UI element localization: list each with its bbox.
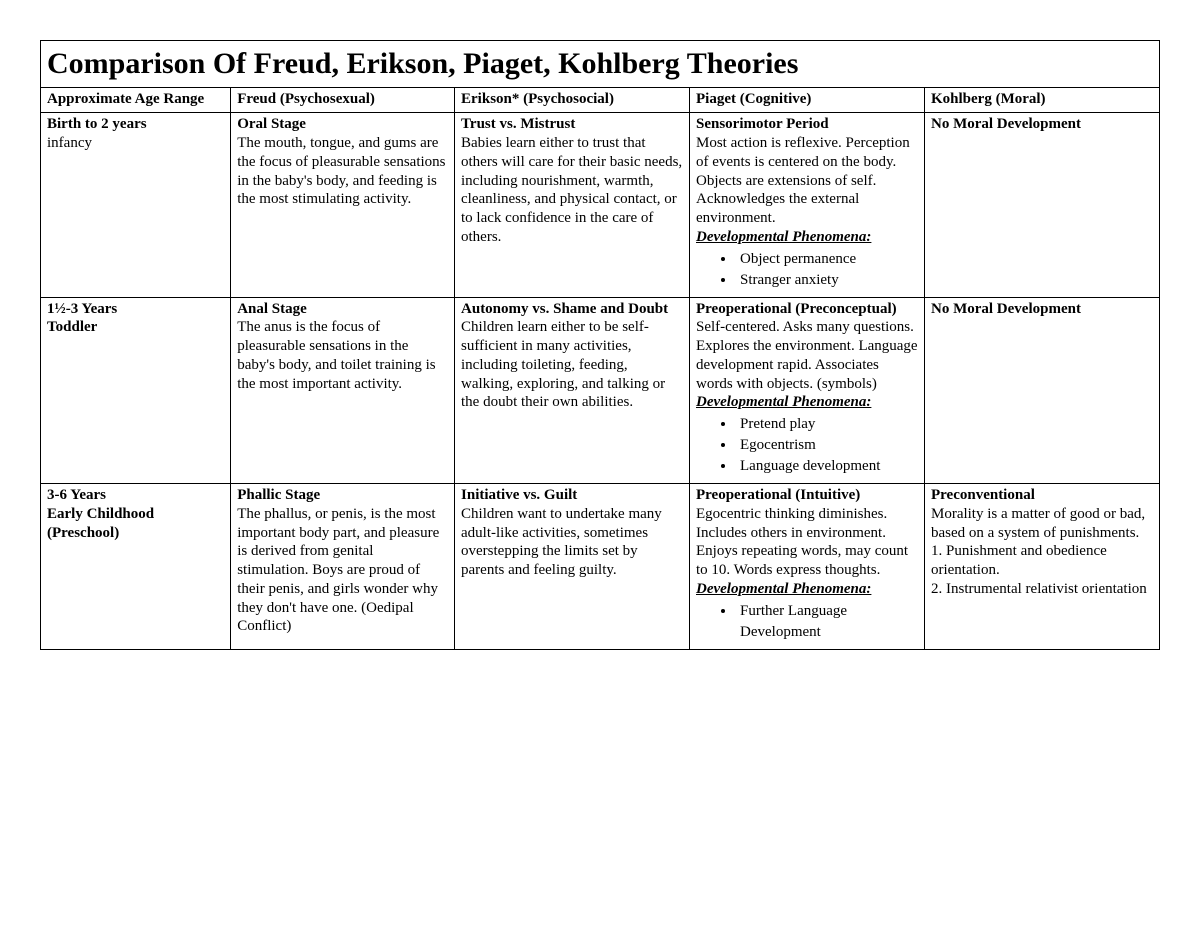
column-header-kohlberg: Kohlberg (Moral)	[924, 87, 1159, 113]
phenomena-item: Stranger anxiety	[736, 270, 918, 291]
stage-body: Children learn either to be self-suffici…	[461, 319, 665, 410]
stage-title: Preoperational (Intuitive)	[696, 487, 860, 503]
age-line2: Early Childhood (Preschool)	[47, 506, 154, 541]
comparison-table: Comparison Of Freud, Erikson, Piaget, Ko…	[40, 40, 1160, 650]
stage-body: The phallus, or penis, is the most impor…	[237, 506, 439, 635]
stage-body: 2. Instrumental relativist orientation	[931, 581, 1147, 597]
age-cell: 1½-3 Years Toddler	[41, 297, 231, 484]
phenomena-item: Egocentrism	[736, 435, 918, 456]
age-line1: Birth to 2 years	[47, 116, 147, 132]
stage-title: Preconventional	[931, 487, 1035, 503]
stage-body: Babies learn either to trust that others…	[461, 135, 682, 245]
stage-title: No Moral Development	[931, 301, 1081, 317]
stage-body: Morality is a matter of good or bad, bas…	[931, 506, 1145, 541]
age-line2: Toddler	[47, 319, 97, 335]
erikson-cell: Trust vs. Mistrust Babies learn either to…	[455, 113, 690, 297]
kohlberg-cell: Preconventional Morality is a matter of g…	[924, 484, 1159, 650]
age-line1: 3-6 Years	[47, 487, 106, 503]
age-cell: 3-6 Years Early Childhood (Preschool)	[41, 484, 231, 650]
erikson-cell: Autonomy vs. Shame and Doubt Children lea…	[455, 297, 690, 484]
stage-title: Oral Stage	[237, 116, 306, 132]
stage-body: The anus is the focus of pleasurable sen…	[237, 319, 435, 391]
stage-body: Children want to undertake many adult-li…	[461, 506, 662, 578]
stage-title: Anal Stage	[237, 301, 307, 317]
table-row: Birth to 2 years infancy Oral Stage The mou…	[41, 113, 1160, 297]
age-line2: infancy	[47, 135, 92, 151]
piaget-cell: Preoperational (Intuitive) Egocentric thi…	[690, 484, 925, 650]
freud-cell: Phallic Stage The phallus, or penis, is t…	[231, 484, 455, 650]
stage-body: Self-centered. Asks many questions. Expl…	[696, 319, 918, 391]
stage-title: Preoperational (Preconceptual)	[696, 301, 897, 317]
phenomena-label: Developmental Phenomena:	[696, 581, 871, 597]
column-header-piaget: Piaget (Cognitive)	[690, 87, 925, 113]
stage-body: 1. Punishment and obedience orientation.	[931, 543, 1107, 578]
column-header-age: Approximate Age Range	[41, 87, 231, 113]
stage-body: Egocentric thinking diminishes. Includes…	[696, 506, 908, 578]
column-header-freud: Freud (Psychosexual)	[231, 87, 455, 113]
stage-title: Autonomy vs. Shame and Doubt	[461, 301, 668, 317]
stage-title: No Moral Development	[931, 116, 1081, 132]
column-header-erikson: Erikson* (Psychosocial)	[455, 87, 690, 113]
piaget-cell: Sensorimotor Period Most action is reflex…	[690, 113, 925, 297]
kohlberg-cell: No Moral Development	[924, 297, 1159, 484]
stage-title: Phallic Stage	[237, 487, 320, 503]
kohlberg-cell: No Moral Development	[924, 113, 1159, 297]
stage-body: The mouth, tongue, and gums are the focu…	[237, 135, 445, 207]
age-line1: 1½-3 Years	[47, 301, 117, 317]
piaget-cell: Preoperational (Preconceptual) Self-cente…	[690, 297, 925, 484]
phenomena-label: Developmental Phenomena:	[696, 394, 871, 410]
phenomena-list: Object permanenceStranger anxiety	[696, 249, 918, 291]
phenomena-item: Object permanence	[736, 249, 918, 270]
erikson-cell: Initiative vs. Guilt Children want to und…	[455, 484, 690, 650]
phenomena-item: Language development	[736, 456, 918, 477]
title-row: Comparison Of Freud, Erikson, Piaget, Ko…	[41, 41, 1160, 88]
phenomena-item: Further Language Development	[736, 601, 918, 643]
phenomena-list: Further Language Development	[696, 601, 918, 643]
phenomena-list: Pretend playEgocentrismLanguage developm…	[696, 414, 918, 477]
table-row: 3-6 Years Early Childhood (Preschool) Phal…	[41, 484, 1160, 650]
header-row: Approximate Age RangeFreud (Psychosexual…	[41, 87, 1160, 113]
table-row: 1½-3 Years Toddler Anal Stage The anus is t…	[41, 297, 1160, 484]
document-title: Comparison Of Freud, Erikson, Piaget, Ko…	[41, 41, 1160, 88]
freud-cell: Anal Stage The anus is the focus of pleas…	[231, 297, 455, 484]
stage-title: Trust vs. Mistrust	[461, 116, 575, 132]
freud-cell: Oral Stage The mouth, tongue, and gums ar…	[231, 113, 455, 297]
stage-title: Sensorimotor Period	[696, 116, 829, 132]
stage-body: Most action is reflexive. Perception of …	[696, 135, 910, 226]
phenomena-item: Pretend play	[736, 414, 918, 435]
stage-title: Initiative vs. Guilt	[461, 487, 577, 503]
phenomena-label: Developmental Phenomena:	[696, 229, 871, 245]
age-cell: Birth to 2 years infancy	[41, 113, 231, 297]
